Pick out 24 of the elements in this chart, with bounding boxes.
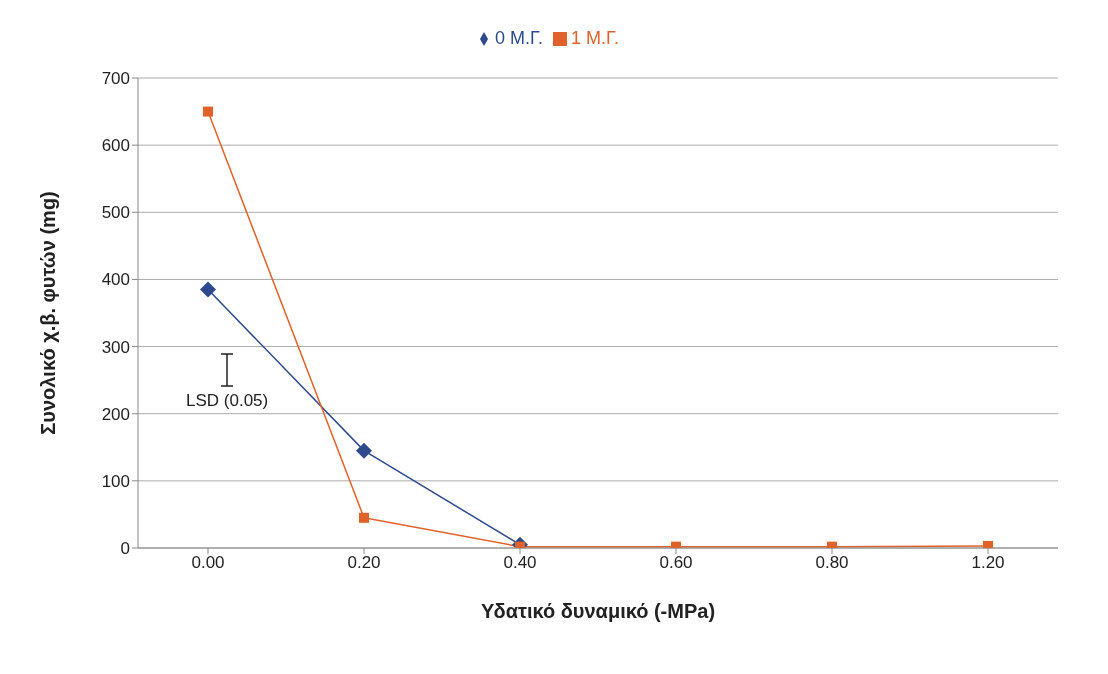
point [203,106,213,117]
y-tick-label: 300 [101,337,130,357]
x-tick-label: 0.40 [503,553,537,573]
x-tick-label: 0.80 [815,553,849,573]
y-tick-label: 600 [101,136,130,156]
y-tick-label: 400 [101,270,130,290]
point [983,540,993,548]
y-tick-label: 100 [101,471,130,491]
point [200,281,216,298]
y-axis-title: Συνολικό χ.β. φυτών (mg) [37,191,60,435]
point [359,512,369,523]
legend-label: 0 Μ.Γ. [495,28,543,48]
y-tick-label: 500 [101,203,130,223]
x-tick-label: 0.20 [347,553,381,573]
point [356,442,372,459]
x-tick-label: 1.20 [971,553,1005,573]
x-tick-label: 0.00 [191,553,225,573]
y-tick-label: 700 [101,69,130,89]
x-tick-label: 0.60 [659,553,693,573]
legend-label: 1 Μ.Γ. [571,28,619,48]
annotation: LSD (0.05) [186,391,269,411]
y-tick-label: 200 [101,404,130,424]
y-tick-label: 0 [120,539,130,559]
x-axis-title: Υδατικό δυναμικό (-MPa) [480,600,716,622]
